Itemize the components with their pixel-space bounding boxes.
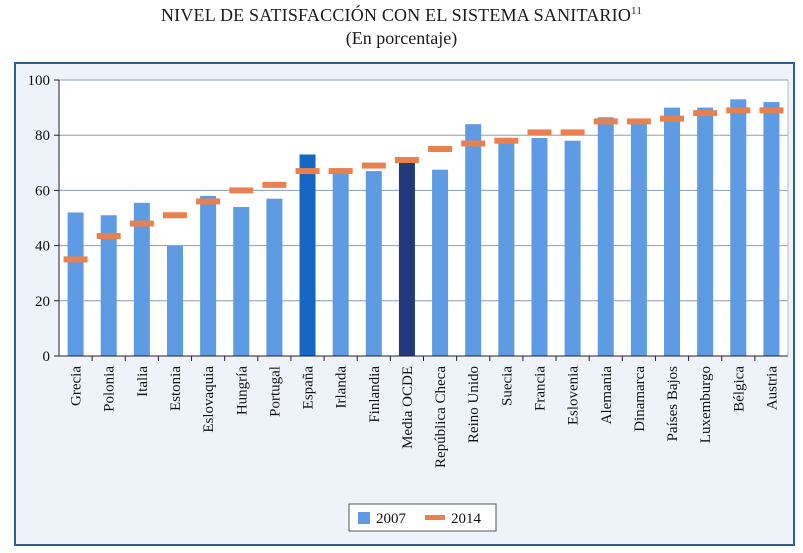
- marker-2014: [394, 157, 419, 164]
- marker-2014: [660, 115, 685, 122]
- category-label: Países Bajos: [665, 366, 681, 442]
- category-label: Finlandia: [367, 366, 383, 423]
- marker-2014: [428, 146, 453, 152]
- bar-chart: 0 20 40 60 80 100 Grecia Polonia Italia Estonia Es…: [28, 73, 789, 532]
- category-label: Austria: [764, 366, 780, 411]
- marker-2014: [361, 162, 386, 169]
- bar-2007: [166, 245, 183, 356]
- category-label: Reino Unido: [466, 366, 482, 443]
- chart-title-text: NIVEL DE SATISFACCIÓN CON EL SISTEMA SAN…: [160, 5, 632, 25]
- chart-subtitle: (En porcentaje): [345, 28, 458, 48]
- y-tick-label: 100: [28, 73, 51, 89]
- category-label: Italia: [135, 366, 151, 397]
- y-tick-label: 40: [35, 239, 50, 255]
- chart-title-footnote: 11: [631, 5, 643, 17]
- category-label: Hungría: [234, 366, 250, 415]
- bar-2007: [266, 198, 283, 356]
- marker-2014: [461, 140, 486, 147]
- category-label: Bélgica: [731, 366, 747, 412]
- category-label: Eslovaquia: [201, 366, 217, 433]
- marker-2014: [162, 212, 187, 219]
- marker-2014: [527, 129, 552, 136]
- y-tick-label: 20: [35, 294, 50, 310]
- category-label: Polonia: [102, 366, 118, 412]
- marker-2014: [693, 110, 718, 117]
- legend-label-2014: 2014: [451, 511, 482, 527]
- legend-box: [348, 503, 497, 532]
- legend-label-2007: 2007: [376, 511, 407, 527]
- legend-swatch-2014: [425, 515, 445, 520]
- bar-2007: [597, 117, 614, 356]
- marker-2014: [328, 168, 353, 175]
- marker-2014: [262, 181, 287, 188]
- category-label: República Checa: [433, 366, 449, 468]
- bar-2007: [332, 171, 349, 356]
- marker-2014: [295, 168, 320, 175]
- chart-panel: 0 20 40 60 80 100 Grecia Polonia Italia Estonia Es…: [14, 62, 795, 546]
- marker-2014: [196, 198, 221, 205]
- bar-2007: [67, 212, 84, 356]
- category-label: España: [301, 366, 317, 410]
- category-label: Alemania: [599, 366, 615, 425]
- bar-2007: [498, 140, 515, 356]
- bar-2007: [763, 102, 780, 356]
- bar-2007: [365, 171, 382, 356]
- marker-2014: [626, 118, 651, 125]
- bar-2007: [697, 107, 714, 356]
- chart-title: NIVEL DE SATISFACCIÓN CON EL SISTEMA SAN…: [0, 4, 803, 26]
- bar-2007: [730, 99, 747, 356]
- marker-2014: [63, 256, 88, 263]
- bar-2007: [531, 137, 548, 356]
- bar-2007: [432, 169, 449, 356]
- category-label: Media OCDE: [400, 366, 416, 449]
- y-tick-label: 80: [35, 128, 50, 144]
- bar-2007: [664, 107, 681, 356]
- bar-2007: [233, 206, 250, 356]
- bar-2007: [465, 124, 482, 356]
- category-label: Irlanda: [334, 366, 350, 409]
- y-tick-label: 60: [35, 183, 50, 199]
- marker-2014: [560, 129, 585, 136]
- category-label: Portugal: [267, 366, 283, 417]
- legend-swatch-2007: [358, 512, 370, 524]
- category-label: Suecia: [499, 366, 515, 406]
- bar-2007: [299, 154, 316, 356]
- bar-2007: [398, 157, 415, 356]
- marker-2014: [494, 137, 519, 144]
- marker-2014: [229, 187, 254, 194]
- category-label: Francia: [532, 366, 548, 411]
- marker-2014: [129, 220, 154, 227]
- marker-2014: [759, 107, 784, 114]
- bar-2007: [133, 202, 150, 356]
- category-label: Eslovenia: [566, 366, 582, 425]
- bar-2007: [100, 215, 117, 356]
- bar-2007: [200, 195, 217, 356]
- category-label: Dinamarca: [632, 366, 648, 432]
- chart-header: NIVEL DE SATISFACCIÓN CON EL SISTEMA SAN…: [0, 4, 803, 49]
- category-label: Estonia: [168, 366, 184, 411]
- y-tick-label: 0: [43, 349, 51, 365]
- marker-2014: [96, 232, 121, 239]
- marker-2014: [726, 107, 751, 114]
- category-label: Luxemburgo: [698, 366, 714, 443]
- bar-2007: [564, 140, 581, 356]
- bar-2007: [630, 121, 647, 357]
- category-label: Grecia: [69, 366, 85, 406]
- marker-2014: [593, 118, 618, 125]
